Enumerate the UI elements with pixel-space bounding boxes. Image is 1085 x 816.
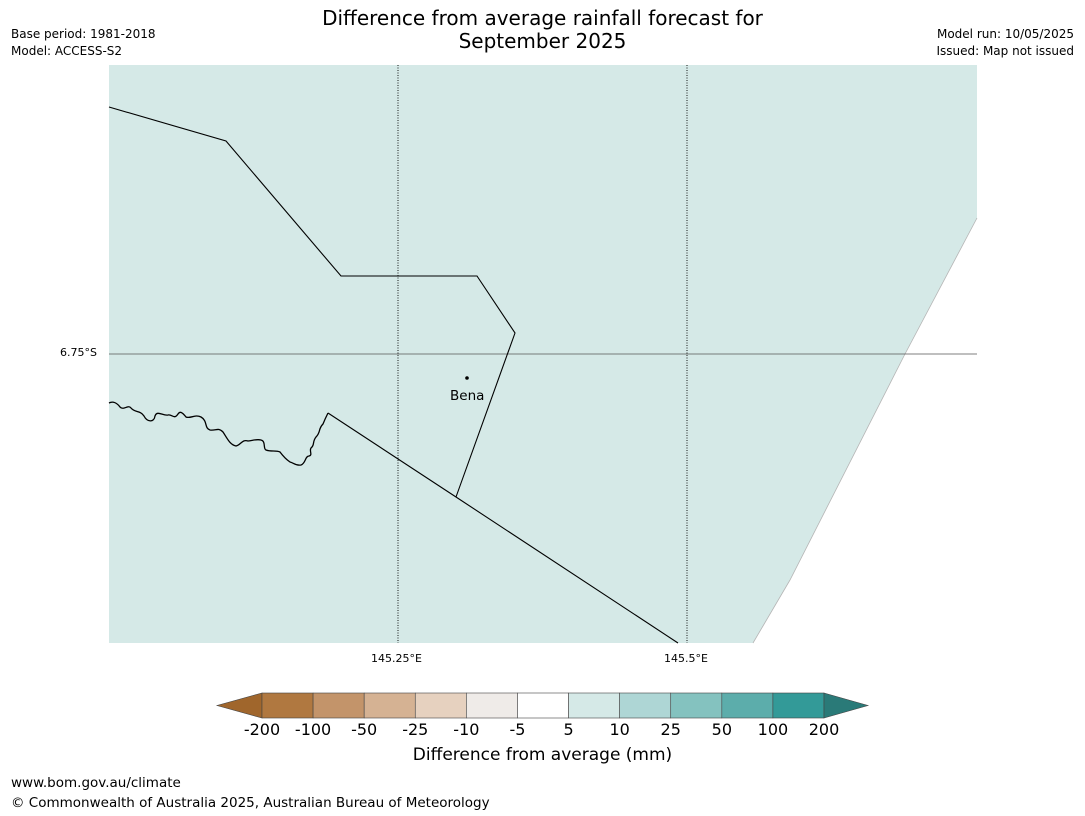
issued-text: Issued: Map not issued xyxy=(936,44,1074,58)
colorbar-tick-label: -5 xyxy=(509,720,526,739)
footer-url: www.bom.gov.au/climate xyxy=(11,775,181,791)
region-edge-line xyxy=(904,217,978,355)
colorbar-segment xyxy=(466,692,518,719)
colorbar-tick-label: -50 xyxy=(351,720,378,739)
meta-left: Base period: 1981-2018 Model: ACCESS-S2 xyxy=(11,26,156,60)
colorbar-segment xyxy=(721,692,774,719)
province-boundary-north xyxy=(108,106,516,498)
colorbar-segment xyxy=(261,692,314,719)
province-boundary-south xyxy=(327,412,679,644)
colorbar-tick-label: 200 xyxy=(808,720,840,739)
colorbar-tick-label: 5 xyxy=(563,720,574,739)
longitude-tick-label-1: 145.25°E xyxy=(371,652,422,665)
colorbar-segment xyxy=(670,692,723,719)
map-title-line-2: September 2025 xyxy=(458,29,627,53)
colorbar-segment xyxy=(312,692,365,719)
colorbar-tick-label: 10 xyxy=(609,720,630,739)
model-text: Model: ACCESS-S2 xyxy=(11,44,123,58)
colorbar-segment xyxy=(517,692,569,719)
colorbar-tick-label: -10 xyxy=(453,720,480,739)
colorbar-tick-label: -100 xyxy=(294,720,332,739)
colorbar-tick-label: -25 xyxy=(402,720,429,739)
colorbar-extend-low xyxy=(215,692,263,719)
river-line xyxy=(108,401,329,466)
colorbar-segment xyxy=(568,692,620,719)
colorbar-tick-label: 50 xyxy=(711,720,732,739)
colorbar-tick-label: 25 xyxy=(660,720,681,739)
colorbar-segment xyxy=(363,692,416,719)
colorbar-segment xyxy=(772,692,825,719)
longitude-tick-label-2: 145.5°E xyxy=(664,652,708,665)
map-title: Difference from average rainfall forecas… xyxy=(0,7,1085,53)
colorbar xyxy=(215,692,870,719)
colorbar-segment xyxy=(619,692,672,719)
latitude-tick-label: 6.75°S xyxy=(60,346,97,359)
colorbar-segment xyxy=(414,692,467,719)
colorbar-extend-high xyxy=(823,692,870,719)
colorbar-tick-label: 100 xyxy=(757,720,789,739)
place-label-bena: Bena xyxy=(450,388,485,404)
colorbar-tick-label: -200 xyxy=(243,720,281,739)
place-marker-dot xyxy=(465,376,469,380)
colorbar-labels: -200 -100 -50 -25 -10 -5 5 10 25 50 100 200 xyxy=(0,720,1085,740)
map-title-line-1: Difference from average rainfall forecas… xyxy=(322,6,763,30)
model-run-text: Model run: 10/05/2025 xyxy=(936,27,1074,41)
meta-right: Model run: 10/05/2025 Issued: Map not is… xyxy=(936,26,1074,60)
base-period-text: Base period: 1981-2018 xyxy=(11,27,156,41)
region-edge-line-lower xyxy=(752,353,906,644)
footer-copyright: © Commonwealth of Australia 2025, Austra… xyxy=(11,795,490,811)
colorbar-title: Difference from average (mm) xyxy=(412,745,673,765)
